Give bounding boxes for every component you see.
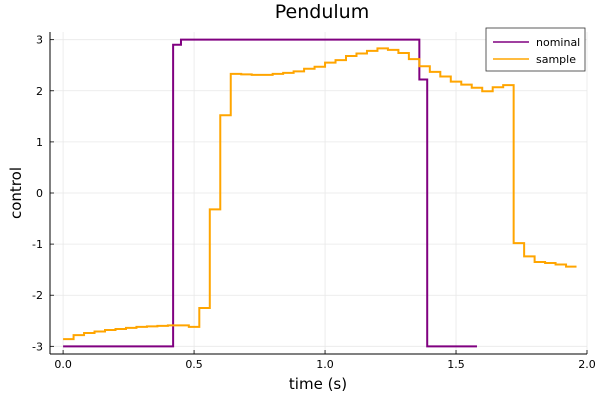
y-tick-label: -1 xyxy=(32,238,43,251)
y-axis-title: control xyxy=(7,167,25,219)
legend-box xyxy=(485,27,586,72)
x-axis-title: time (s) xyxy=(289,375,347,393)
x-tick-label: 1.0 xyxy=(316,358,334,371)
x-tick-label: 0.5 xyxy=(185,358,203,371)
y-tick-label: 1 xyxy=(36,136,43,149)
x-tick-label: 0.0 xyxy=(54,358,72,371)
x-tick-label: 2.0 xyxy=(578,358,596,371)
chart-title: Pendulum xyxy=(275,1,369,23)
series-line-sample xyxy=(63,47,577,341)
x-tick-label: 1.5 xyxy=(447,358,465,371)
legend-label-nominal: nominal xyxy=(536,36,580,49)
grid xyxy=(50,32,588,354)
y-tick-label: -2 xyxy=(32,289,43,302)
legend: nominal sample xyxy=(485,27,586,72)
y-tick-label: 2 xyxy=(36,85,43,98)
y-tick-label: 3 xyxy=(36,34,43,47)
series-lines xyxy=(63,38,577,348)
series-line-nominal xyxy=(63,38,477,348)
axes xyxy=(49,32,588,355)
tick-labels: 0.0 0.5 1.0 1.5 2.0 -3 -2 -1 0 1 2 3 xyxy=(32,34,596,371)
y-tick-label: -3 xyxy=(32,340,43,353)
legend-label-sample: sample xyxy=(536,53,576,66)
y-tick-label: 0 xyxy=(36,187,43,200)
